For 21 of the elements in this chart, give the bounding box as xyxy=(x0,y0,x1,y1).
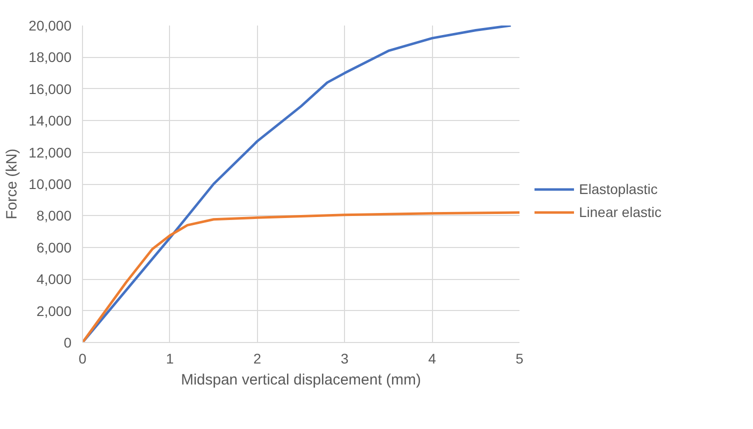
y-tick-label: 6,000 xyxy=(36,239,72,256)
x-tick-label: 0 xyxy=(78,350,87,366)
x-tick-label: 1 xyxy=(166,350,174,366)
y-axis-title: Force (kN) xyxy=(4,148,21,220)
y-tick-label: 4,000 xyxy=(36,271,72,288)
x-axis-title: Midspan vertical displacement (mm) xyxy=(180,372,422,388)
y-tick-label: 20,000 xyxy=(28,18,72,34)
x-tick-label: 2 xyxy=(253,350,262,366)
y-tick-label: 16,000 xyxy=(28,80,72,97)
y-tick-label: 12,000 xyxy=(28,144,72,160)
y-tick-label: 0 xyxy=(64,334,72,350)
y-tick-label: 8,000 xyxy=(36,208,72,224)
legend-label: Linear elastic xyxy=(579,204,662,220)
y-tick-label: 14,000 xyxy=(28,112,72,129)
y-tick-label: 10,000 xyxy=(28,176,72,192)
x-tick-label: 4 xyxy=(428,350,436,366)
x-tick-label: 5 xyxy=(516,350,524,366)
y-tick-label: 2,000 xyxy=(36,302,72,319)
y-tick-label: 18,000 xyxy=(28,49,72,66)
x-tick-label: 3 xyxy=(340,350,349,366)
legend-label: Elastoplastic xyxy=(579,181,658,197)
